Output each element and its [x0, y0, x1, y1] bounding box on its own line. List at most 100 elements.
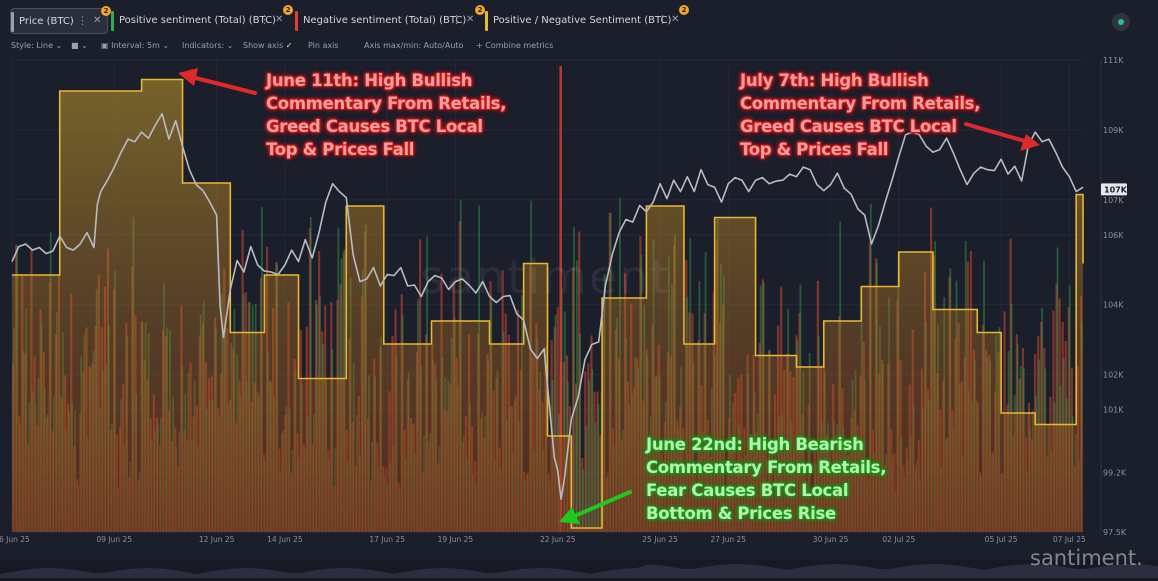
positive-sentiment-bar	[554, 315, 557, 532]
y-tick-label: 97.5K	[1103, 528, 1127, 537]
annotation-june22: June 22nd: High Bearish Commentary From …	[646, 433, 886, 525]
x-tick-label: 02 Jul 25	[882, 535, 915, 544]
close-icon[interactable]: ✕	[275, 14, 284, 25]
x-tick-label: 30 Jun 25	[813, 535, 849, 544]
negative-sentiment-bar	[584, 371, 587, 532]
x-tick-label: 07 Jul 25	[1053, 535, 1086, 544]
close-icon[interactable]: ✕	[93, 15, 102, 26]
settings-bar: Style: Line ⌄ ■ ⌄ ▣ Interval: 5m ⌄ Indic…	[0, 38, 1158, 54]
more-icon[interactable]: ⋮	[77, 14, 88, 27]
annotation-line: Top & Prices Fall	[266, 140, 415, 159]
navigator-area	[0, 564, 1158, 578]
tab-negative-sentiment[interactable]: Negative sentiment (Total) (BTC) ⋮ ✕ 2	[295, 5, 485, 34]
negative-sentiment-bar	[1055, 283, 1058, 532]
series-color-swatch	[11, 12, 14, 32]
annotation-line: Greed Causes BTC Local	[266, 117, 483, 136]
count-badge: 2	[679, 5, 689, 15]
arrow-july7-head	[1020, 134, 1040, 151]
axis-maxmin-select[interactable]: Axis max/min: Auto/Auto	[364, 41, 464, 50]
combine-metrics-button[interactable]: + Combine metrics	[476, 41, 554, 50]
y-tick-label: 107K	[1103, 196, 1124, 205]
annotation-line: June 11th: High Bullish	[266, 71, 473, 90]
positive-sentiment-bar	[573, 226, 575, 533]
positive-sentiment-bar	[1056, 247, 1059, 533]
tab-label: Price (BTC)	[19, 16, 74, 27]
check-icon: ✓	[285, 41, 293, 50]
y-tick-label: 106K	[1103, 231, 1124, 240]
style-select[interactable]: Style: Line ⌄	[11, 41, 63, 50]
positive-sentiment-bar	[591, 369, 594, 532]
indicators-select[interactable]: Indicators: ⌄	[182, 41, 234, 50]
y-tick-label: 111K	[1103, 56, 1124, 65]
axes: 111K 109K 107K 106K 104K 102K 101K 99.2K 97.5K 10…	[0, 56, 1158, 581]
positive-sentiment-bar	[1041, 307, 1044, 532]
color-square-icon[interactable]: ■ ⌄	[71, 41, 88, 50]
negative-sentiment-spike	[559, 66, 562, 532]
annotation-july7: July 7th: High Bullish Commentary From R…	[740, 69, 980, 161]
tab-price[interactable]: Price (BTC) ⋮ ✕ 2	[10, 6, 111, 34]
annotation-june11: June 11th: High Bullish Commentary From …	[266, 69, 506, 161]
x-tick-label: 25 Jun 25	[642, 535, 678, 544]
series-color-swatch	[111, 11, 114, 31]
pin-axis-toggle[interactable]: Pin axis	[308, 41, 339, 50]
x-tick-label: 27 Jun 25	[710, 535, 746, 544]
ratio-step-line	[12, 78, 1084, 529]
more-icon[interactable]: ⋮	[259, 13, 270, 26]
close-icon[interactable]: ✕	[671, 14, 680, 25]
x-tick-label: 09 Jun 25	[97, 535, 133, 544]
annotation-line: July 7th: High Bullish	[740, 71, 929, 90]
style-label: Style: Line	[11, 41, 54, 50]
tab-label: Positive / Negative Sentiment (BTC)	[493, 15, 672, 26]
positive-sentiment-bar	[582, 468, 585, 532]
x-tick-label: 17 Jun 25	[369, 535, 405, 544]
show-axis-toggle[interactable]: Show axis ✓	[243, 41, 292, 50]
tab-pos-neg-ratio[interactable]: Positive / Negative Sentiment (BTC) ⋮ ✕ …	[485, 5, 689, 34]
positive-sentiment-bar	[563, 311, 566, 532]
annotation-line: Fear Causes BTC Local	[646, 481, 849, 500]
watermark: santiment	[420, 250, 671, 304]
positive-sentiment-bar	[1068, 285, 1071, 532]
x-tick-label: 12 Jun 25	[199, 535, 235, 544]
positive-sentiment-bar	[585, 425, 588, 532]
show-axis-label: Show axis	[243, 41, 284, 50]
x-tick-label: 14 Jun 25	[267, 535, 303, 544]
count-badge: 2	[283, 5, 293, 15]
tab-label: Negative sentiment (Total) (BTC)	[303, 15, 467, 26]
arrow-june22	[568, 490, 632, 520]
close-icon[interactable]: ✕	[466, 14, 475, 25]
arrow-july7	[964, 122, 1030, 144]
y-tick-label: 101K	[1103, 406, 1124, 415]
live-toggle-icon[interactable]	[1112, 13, 1130, 31]
series-color-swatch	[485, 11, 488, 31]
annotation-line: Top & Prices Fall	[740, 140, 889, 159]
current-price-badge	[1101, 183, 1127, 196]
series-color-swatch	[295, 11, 298, 31]
interval-label: Interval: 5m	[111, 41, 160, 50]
positive-sentiment-bar	[594, 421, 597, 532]
negative-sentiment-bar	[571, 267, 575, 532]
x-tick-label: 19 Jun 25	[438, 535, 474, 544]
current-price-label: 107K	[1104, 185, 1128, 194]
price-line-path	[11, 112, 1084, 500]
tab-positive-sentiment[interactable]: Positive sentiment (Total) (BTC) ⋮ ✕ 2	[111, 5, 293, 34]
positive-sentiment-bar	[576, 260, 578, 532]
combine-label: Combine metrics	[485, 41, 554, 50]
interval-select[interactable]: ▣ Interval: 5m ⌄	[101, 41, 170, 50]
x-tick-label: 22 Jun 25	[540, 535, 576, 544]
tab-label: Positive sentiment (Total) (BTC)	[119, 15, 276, 26]
annotation-line: Bottom & Prices Rise	[646, 504, 836, 523]
more-icon[interactable]: ⋮	[451, 13, 462, 26]
arrow-june22-head	[559, 507, 580, 524]
sentiment-ratio-step	[12, 78, 1084, 532]
indicators-label: Indicators:	[182, 41, 225, 50]
annotation-line: June 22nd: High Bearish	[646, 435, 864, 454]
negative-sentiment-bar	[578, 231, 581, 533]
y-tick-label: 102K	[1103, 371, 1124, 380]
negative-sentiment-bar	[1067, 307, 1070, 532]
y-tick-label: 109K	[1103, 126, 1124, 135]
annotation-line: Commentary From Retails,	[646, 458, 887, 477]
annotation-line: Greed Causes BTC Local	[740, 117, 957, 136]
more-icon[interactable]: ⋮	[657, 13, 668, 26]
positive-sentiment-bar	[588, 380, 591, 532]
